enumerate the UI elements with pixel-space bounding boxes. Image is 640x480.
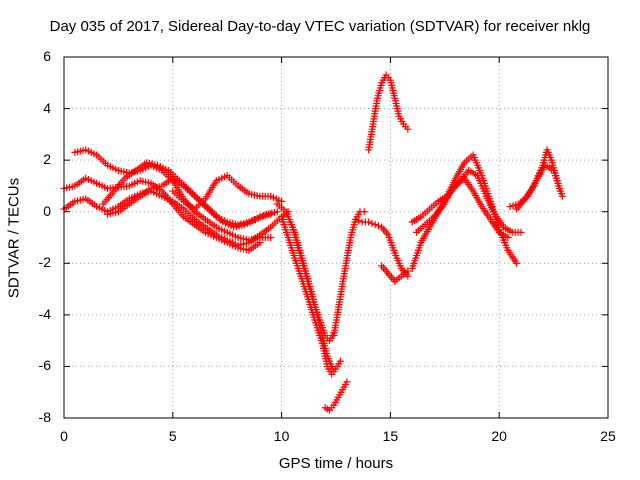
- y-tick-label: -4: [38, 305, 51, 322]
- data-series-arc-14: [365, 71, 412, 154]
- x-tick-label: 25: [600, 428, 616, 444]
- y-tick-label: 2: [43, 151, 51, 168]
- data-series-arc-13: [378, 262, 412, 285]
- data-point: [371, 221, 379, 229]
- data-point: [360, 208, 368, 216]
- y-tick-label: -2: [38, 254, 51, 271]
- x-tick-label: 10: [273, 428, 290, 444]
- data-series-arc-9: [288, 223, 338, 345]
- data-point: [352, 215, 360, 223]
- data-point: [504, 234, 512, 241]
- y-tick-label: -8: [38, 409, 51, 425]
- data-point: [513, 259, 521, 267]
- data-series-arc-5: [104, 174, 275, 229]
- data-point: [404, 267, 412, 275]
- data-series-arc-10: [330, 208, 368, 339]
- y-tick-label: -6: [38, 357, 51, 374]
- data-point: [404, 125, 412, 133]
- data-point: [374, 222, 382, 230]
- data-point: [343, 378, 351, 386]
- data-point: [355, 217, 363, 225]
- data-point: [273, 208, 281, 216]
- data-point: [267, 210, 275, 218]
- data-point: [368, 219, 376, 227]
- data-point: [278, 197, 286, 205]
- chart-title: Day 035 of 2017, Sidereal Day-to-day VTE…: [49, 18, 591, 35]
- y-tick-label: 4: [43, 99, 51, 116]
- x-tick-label: 5: [168, 428, 177, 444]
- data-point: [328, 370, 336, 378]
- data-series-arc-19: [506, 161, 566, 211]
- data-series-arc-17: [408, 174, 512, 241]
- data-series-arc-16: [413, 166, 525, 236]
- x-tick-label: 15: [382, 428, 399, 444]
- data-series-arc-11: [321, 378, 351, 414]
- data-series-arc-3: [71, 146, 275, 244]
- x-tick-label: 0: [60, 428, 68, 444]
- data-point: [365, 218, 373, 226]
- data-point: [267, 234, 275, 241]
- data-point: [336, 357, 344, 365]
- y-tick-label: 0: [43, 202, 51, 219]
- data-point: [517, 228, 525, 236]
- plot-frame: [63, 56, 609, 419]
- y-axis-label: SDTVAR / TECUs: [5, 177, 23, 299]
- x-tick-label: 20: [491, 428, 507, 444]
- data-series-arc-8: [278, 213, 336, 378]
- y-tick-label: 6: [43, 48, 51, 64]
- x-axis-label: GPS time / hours: [278, 455, 394, 472]
- data-point: [558, 192, 566, 200]
- data-series-arc-6: [169, 172, 286, 213]
